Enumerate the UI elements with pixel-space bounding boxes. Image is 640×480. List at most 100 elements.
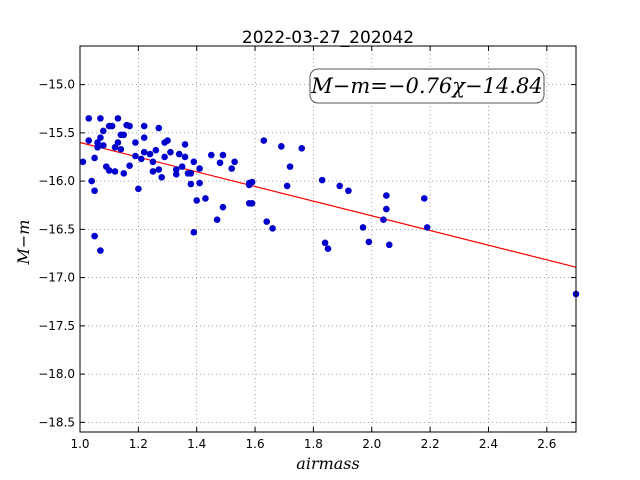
data-point — [155, 166, 163, 173]
data-point — [91, 154, 98, 162]
data-point — [219, 203, 227, 211]
x-tick-label: 2.6 — [537, 437, 556, 451]
data-point — [100, 127, 107, 135]
data-point — [216, 159, 224, 167]
y-tick-label: −17.0 — [38, 271, 75, 285]
x-tick-label: 2.4 — [479, 437, 498, 451]
data-point — [120, 131, 128, 139]
data-point — [79, 158, 87, 166]
data-point — [140, 148, 148, 156]
data-point — [91, 232, 98, 240]
data-point — [152, 146, 160, 154]
data-points — [79, 115, 580, 298]
y-tick-labels: −15.0 −15.5 −16.0 −16.5 −17.0 −17.5 −18.0 −18.5 — [38, 78, 75, 430]
data-point — [336, 182, 343, 190]
data-point — [97, 247, 104, 254]
y-axis-label: M−m — [14, 220, 33, 266]
data-point — [100, 142, 107, 149]
data-point — [383, 192, 390, 199]
annotation-box — [309, 68, 545, 104]
data-point — [420, 195, 428, 202]
data-point — [108, 122, 116, 130]
y-tick-label: −17.5 — [38, 319, 75, 333]
y-tick-label: −16.5 — [38, 222, 75, 236]
data-point — [132, 152, 139, 160]
data-point — [155, 124, 163, 132]
data-point — [345, 187, 352, 195]
x-tick-label: 1.6 — [246, 437, 265, 451]
data-point — [207, 151, 215, 159]
plot-frame — [79, 45, 577, 433]
data-point — [260, 137, 268, 144]
data-point — [88, 177, 95, 185]
data-point — [158, 173, 165, 181]
data-point — [231, 158, 238, 166]
data-point — [85, 137, 93, 144]
fit-line-group — [79, 141, 577, 268]
data-point — [105, 167, 113, 174]
data-point — [365, 238, 373, 246]
data-point — [181, 141, 189, 148]
data-point — [248, 199, 256, 207]
data-point — [167, 148, 174, 156]
data-point — [114, 139, 122, 146]
data-point — [97, 134, 104, 141]
data-point — [97, 115, 104, 122]
data-point — [202, 195, 209, 202]
data-point — [298, 144, 306, 152]
data-point — [132, 139, 139, 146]
data-point — [94, 144, 101, 151]
data-point — [263, 218, 271, 225]
data-point — [172, 166, 180, 173]
data-point — [380, 216, 387, 223]
data-point — [149, 158, 157, 166]
data-point — [172, 171, 180, 178]
axis-ticks — [79, 46, 576, 432]
data-point — [91, 187, 98, 195]
x-tick-label: 1.8 — [304, 437, 323, 451]
data-point — [248, 178, 256, 186]
data-point — [219, 151, 227, 159]
data-point — [114, 115, 122, 122]
data-point — [126, 122, 133, 130]
y-tick-label: −16.0 — [38, 174, 75, 188]
data-point — [193, 197, 201, 204]
data-point — [196, 179, 203, 187]
data-point — [140, 122, 148, 130]
data-point — [283, 182, 291, 190]
data-point — [190, 228, 198, 236]
x-axis-label: airmass — [296, 454, 359, 473]
data-point — [94, 139, 101, 146]
y-tick-label: −18.0 — [38, 367, 75, 381]
data-point — [213, 216, 221, 223]
data-point — [164, 137, 171, 144]
y-tick-label: −18.5 — [38, 415, 75, 429]
data-point — [423, 224, 431, 231]
data-point — [383, 205, 390, 213]
annotation-text: M−m=−0.76χ−14.84 — [310, 74, 542, 98]
data-point — [126, 162, 133, 169]
data-point — [359, 224, 367, 231]
data-point — [85, 115, 93, 122]
data-point — [146, 150, 154, 158]
data-point — [228, 165, 236, 172]
x-tick-label: 1.4 — [187, 437, 206, 451]
x-tick-label: 1.2 — [129, 437, 148, 451]
data-point — [149, 168, 157, 175]
data-point — [181, 153, 189, 161]
data-point — [278, 143, 285, 150]
x-tick-label: 2.0 — [362, 437, 381, 451]
data-point — [190, 158, 198, 166]
data-point — [135, 185, 142, 193]
data-point — [178, 163, 186, 170]
data-point — [111, 168, 119, 175]
data-point — [286, 163, 294, 170]
data-point — [120, 170, 128, 177]
x-tick-label: 2.2 — [421, 437, 440, 451]
data-point — [196, 165, 203, 172]
y-tick-label: −15.0 — [38, 78, 75, 92]
data-point — [140, 134, 148, 141]
data-point — [137, 155, 145, 163]
x-tick-labels: 1.0 1.2 1.4 1.6 1.8 2.0 2.2 2.4 2.6 — [70, 437, 556, 451]
